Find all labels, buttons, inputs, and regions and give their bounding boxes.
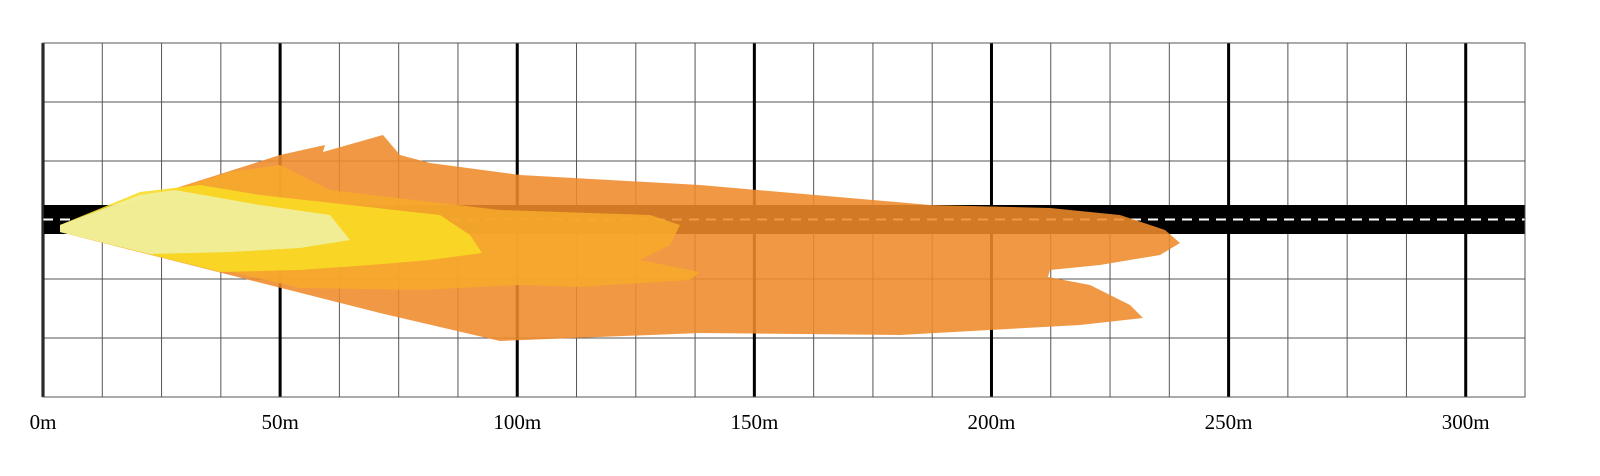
x-tick-label: 100m xyxy=(493,410,541,434)
x-axis: 0m 50m 100m 150m 200m 250m 300m xyxy=(30,410,1490,434)
x-tick-label: 300m xyxy=(1442,410,1490,434)
x-tick-label: 50m xyxy=(261,410,298,434)
x-tick-label: 250m xyxy=(1205,410,1253,434)
plot-border xyxy=(42,42,1526,398)
x-tick-label: 200m xyxy=(968,410,1016,434)
beam-pattern xyxy=(60,135,1180,341)
x-tick-label: 150m xyxy=(730,410,778,434)
x-tick-label: 0m xyxy=(30,410,57,434)
beam-zone-core xyxy=(60,190,350,254)
